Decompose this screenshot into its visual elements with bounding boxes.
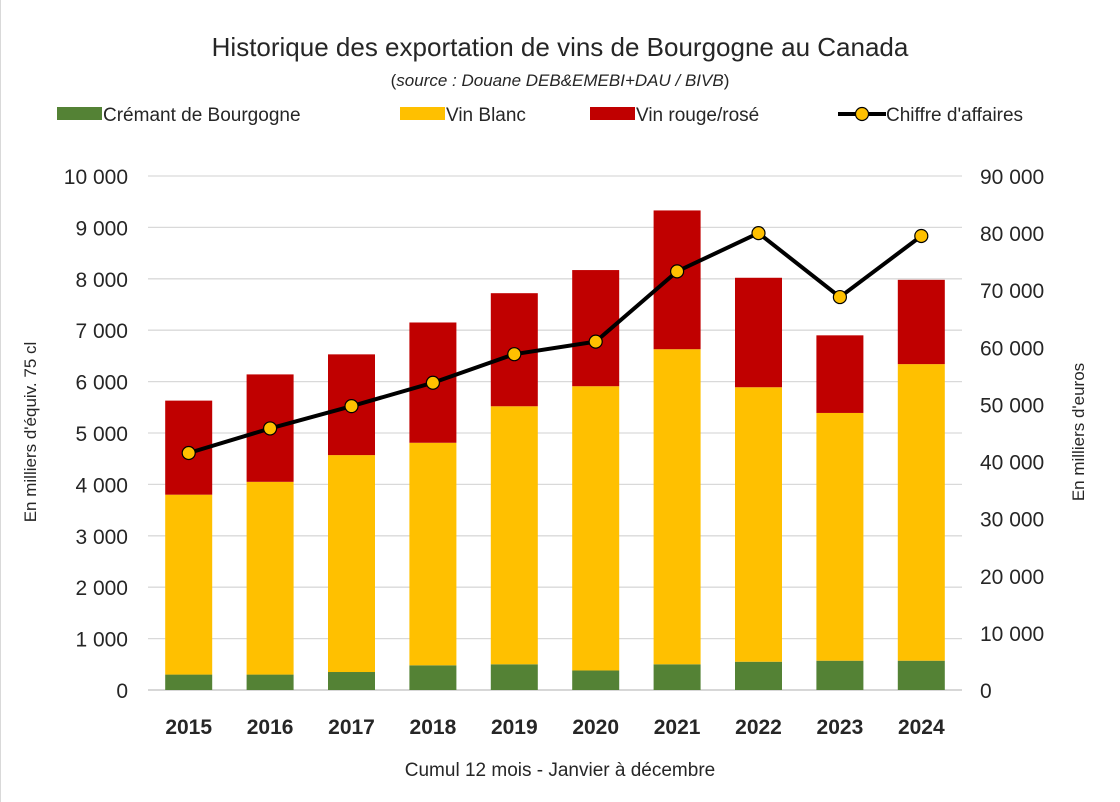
bar-vin-blanc bbox=[490, 406, 538, 665]
x-tick-label: 2020 bbox=[572, 716, 619, 739]
chart-subtitle: (source : Douane DEB&EMEBI+DAU / BIVB) bbox=[391, 71, 730, 90]
bar-cremant-de-bourgogne bbox=[653, 664, 701, 690]
legend: Crémant de Bourgogne Vin Blanc Vin rouge/r… bbox=[57, 105, 1023, 126]
y-tick-label: 5 000 bbox=[75, 423, 128, 446]
y2-tick-label: 50 000 bbox=[980, 394, 1044, 417]
x-tick-label: 2016 bbox=[247, 716, 294, 739]
bar-cremant-de-bourgogne bbox=[490, 664, 538, 690]
bar-vin-blanc bbox=[735, 387, 782, 662]
y2-tick-label: 20 000 bbox=[980, 566, 1044, 589]
legend-item-vin-blanc: Vin Blanc bbox=[400, 105, 526, 126]
line-point bbox=[344, 399, 359, 414]
x-tick-label: 2023 bbox=[817, 716, 864, 739]
bar-cremant-de-bourgogne bbox=[328, 672, 375, 690]
bar-vin-blanc bbox=[328, 455, 375, 673]
legend-swatch bbox=[590, 107, 635, 120]
y2-tick-label: 30 000 bbox=[980, 509, 1044, 532]
bar-vin-blanc bbox=[409, 442, 457, 666]
x-tick-label: 2019 bbox=[491, 716, 538, 739]
bar-series bbox=[165, 210, 945, 690]
y2-tick-label: 90 000 bbox=[980, 166, 1044, 189]
y2-axis-label: En milliers d'euros bbox=[1069, 363, 1088, 501]
legend-item-cremant-de-bourgogne: Crémant de Bourgogne bbox=[57, 105, 301, 126]
bar-vin-rouge-rose bbox=[816, 335, 864, 413]
x-tick-label: 2022 bbox=[735, 716, 782, 739]
chart-title: Historique des exportation de vins de Bo… bbox=[212, 32, 909, 62]
line-point bbox=[507, 347, 522, 362]
y-tick-label: 7 000 bbox=[75, 320, 128, 343]
y-tick-label: 0 bbox=[116, 680, 128, 703]
line-point bbox=[669, 264, 685, 279]
y2-tick-label: 60 000 bbox=[980, 337, 1044, 360]
y-tick-label: 2 000 bbox=[75, 577, 128, 600]
y-tick-label: 3 000 bbox=[75, 526, 128, 549]
y2-tick-label: 0 bbox=[980, 680, 992, 703]
y2-tick-label: 10 000 bbox=[980, 623, 1044, 646]
bar-cremant-de-bourgogne bbox=[165, 674, 213, 690]
bar-cremant-de-bourgogne bbox=[246, 674, 294, 690]
bar-vin-rouge-rose bbox=[653, 210, 701, 350]
line-series bbox=[181, 226, 929, 461]
line-point bbox=[263, 421, 278, 436]
bar-cremant-de-bourgogne bbox=[897, 660, 945, 690]
bar-vin-blanc bbox=[246, 481, 294, 675]
bar-vin-blanc bbox=[816, 412, 864, 661]
legend-marker bbox=[854, 106, 870, 122]
x-tick-label: 2021 bbox=[654, 716, 701, 739]
bar-cremant-de-bourgogne bbox=[409, 665, 457, 690]
subtitle-paren-open: ( bbox=[391, 71, 397, 90]
y-tick-label: 9 000 bbox=[75, 217, 128, 240]
y-tick-label: 6 000 bbox=[75, 372, 128, 395]
x-tick-label: 2015 bbox=[165, 716, 212, 739]
bar-vin-blanc bbox=[165, 494, 213, 675]
bar-vin-rouge-rose bbox=[897, 279, 945, 365]
y-tick-label: 1 000 bbox=[75, 629, 128, 652]
right-axis-ticks: 0 10 000 20 000 30 000 40 000 50 000 60 000 70 … bbox=[980, 166, 1044, 703]
legend-label: Crémant de Bourgogne bbox=[103, 105, 301, 126]
y2-tick-label: 40 000 bbox=[980, 452, 1044, 475]
left-axis-ticks: 0 1 000 2 000 3 000 4 000 5 000 6 000 7 000 8 00… bbox=[64, 166, 128, 703]
line-chiffre-d-affaires bbox=[188, 231, 923, 455]
x-axis-label: Cumul 12 mois - Janvier à décembre bbox=[405, 760, 715, 781]
x-tick-label: 2024 bbox=[898, 716, 945, 739]
left-border-rule bbox=[0, 0, 1, 802]
subtitle-source: source : Douane DEB&EMEBI+DAU / BIVB bbox=[396, 71, 723, 90]
y-tick-label: 10 000 bbox=[64, 166, 128, 189]
line-point bbox=[914, 228, 929, 244]
line-point bbox=[588, 334, 603, 349]
x-tick-label: 2017 bbox=[328, 716, 375, 739]
legend-swatch bbox=[400, 107, 445, 120]
legend-item-vin-rouge-rose: Vin rouge/rosé bbox=[590, 105, 759, 126]
legend-item-chiffre-d-affaires: Chiffre d'affaires bbox=[838, 105, 1023, 126]
bar-vin-blanc bbox=[653, 349, 701, 665]
bar-cremant-de-bourgogne bbox=[816, 660, 864, 690]
y-tick-label: 8 000 bbox=[75, 269, 128, 292]
bar-cremant-de-bourgogne bbox=[572, 670, 620, 690]
y-tick-label: 4 000 bbox=[75, 474, 128, 497]
x-axis-ticks: 2015 2016 2017 2018 2019 2020 2021 2022 2023 2024 bbox=[165, 716, 945, 739]
y2-tick-label: 70 000 bbox=[980, 280, 1044, 303]
legend-label: Chiffre d'affaires bbox=[886, 105, 1023, 126]
bar-vin-rouge-rose bbox=[735, 277, 782, 388]
x-tick-label: 2018 bbox=[410, 716, 457, 739]
y2-tick-label: 80 000 bbox=[980, 223, 1044, 246]
bar-cremant-de-bourgogne bbox=[735, 661, 782, 690]
legend-label: Vin rouge/rosé bbox=[636, 105, 759, 126]
line-point bbox=[832, 289, 848, 305]
line-point bbox=[181, 445, 196, 461]
bar-vin-blanc bbox=[572, 386, 620, 671]
legend-label: Vin Blanc bbox=[446, 105, 526, 126]
bar-vin-blanc bbox=[897, 364, 945, 661]
line-point bbox=[425, 375, 440, 390]
subtitle-paren-close: ) bbox=[724, 71, 730, 90]
line-point bbox=[751, 226, 766, 241]
legend-swatch bbox=[57, 107, 102, 120]
y-axis-label: En milliers d'équiv. 75 cl bbox=[21, 342, 40, 523]
